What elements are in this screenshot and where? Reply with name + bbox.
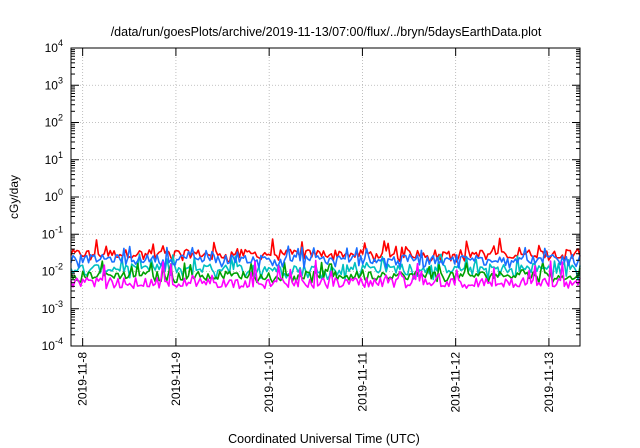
y-axis-label: cGy/day [7, 175, 21, 219]
y-tick-label: 103 [45, 75, 63, 92]
x-tick-label: 2019-11-9 [169, 352, 183, 406]
y-tick-label: 10-2 [42, 262, 63, 279]
chart-title: /data/run/goesPlots/archive/2019-11-13/0… [111, 25, 542, 39]
series-line [70, 259, 581, 290]
x-tick-label: 2019-11-10 [262, 352, 276, 413]
x-tick-label: 2019-11-11 [355, 352, 369, 412]
y-tick-label: 102 [45, 113, 63, 130]
series-group [70, 237, 581, 290]
series-line [70, 245, 581, 270]
x-tick-label: 2019-11-13 [542, 352, 556, 413]
grid-lines [71, 47, 580, 347]
x-tick-label: 2019-11-12 [449, 352, 463, 413]
y-tick-label: 104 [45, 38, 63, 55]
y-tick-label: 10-4 [42, 336, 63, 353]
x-axis-ticks: 2019-11-8 2019-11-9 2019-11-10 2019-11-11 20… [76, 48, 556, 413]
x-axis-label: Coordinated Universal Time (UTC) [228, 432, 420, 446]
y-tick-label: 100 [45, 187, 63, 204]
y-tick-label: 10-1 [42, 224, 63, 241]
x-tick-label: 2019-11-8 [76, 352, 90, 406]
y-tick-label: 101 [45, 150, 63, 167]
y-tick-label: 10-3 [42, 299, 63, 316]
